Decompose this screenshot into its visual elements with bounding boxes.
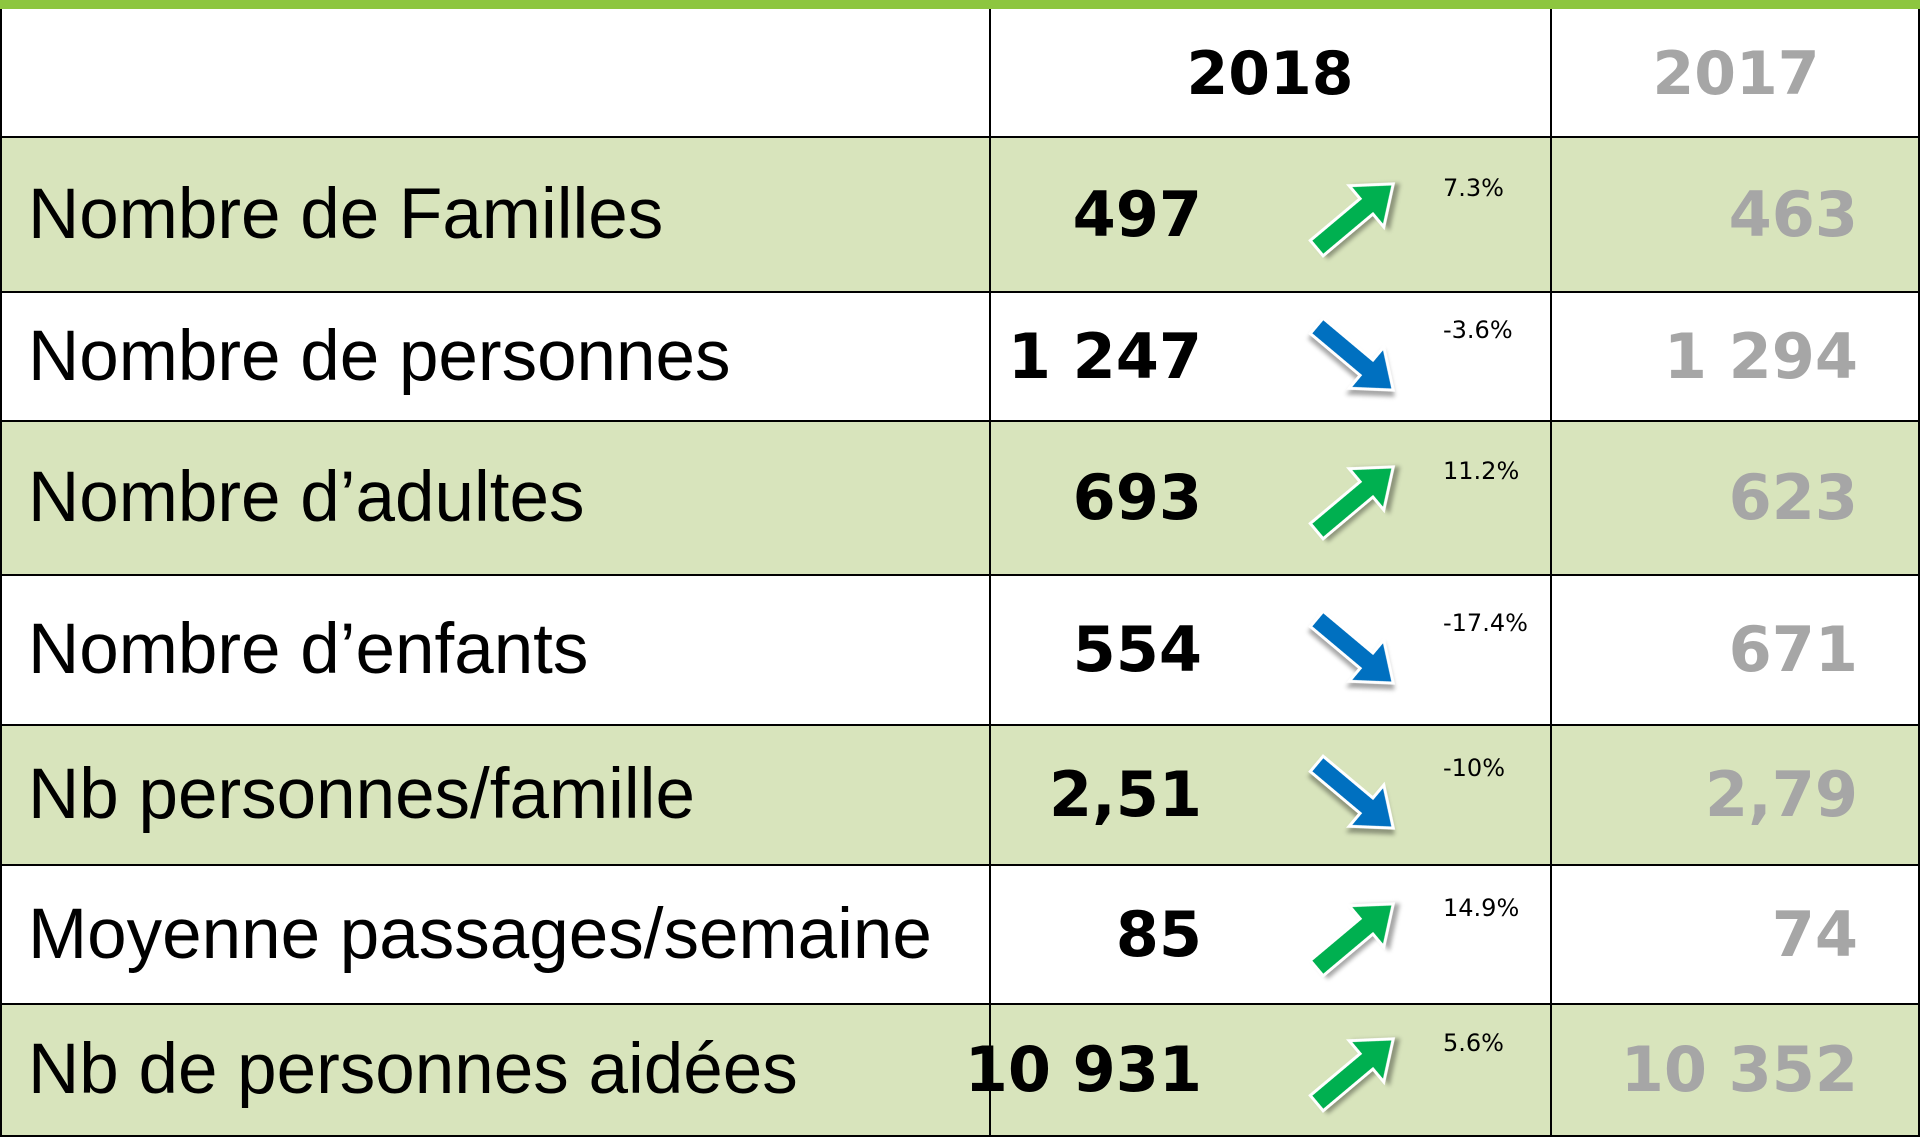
change: 5.6% — [1443, 1029, 1504, 1057]
column-border — [1918, 9, 1920, 1137]
arrow-icon — [1308, 901, 1396, 978]
change: 11.2% — [1443, 457, 1520, 485]
value-current: 693 — [1072, 461, 1202, 534]
value-current: 2,51 — [1049, 758, 1202, 831]
row-label: Nombre d’enfants — [28, 610, 589, 689]
arrow-polygon — [1308, 1037, 1396, 1113]
arrow-icon — [1308, 609, 1396, 685]
arrow-up — [1300, 444, 1410, 554]
value-previous: 623 — [1728, 461, 1858, 534]
arrow-polygon — [1308, 901, 1396, 978]
arrow-up — [1300, 881, 1410, 991]
arrow-down — [1300, 303, 1410, 413]
top-bar — [0, 0, 1920, 9]
change: 14.9% — [1443, 893, 1520, 922]
value-current: 1 247 — [1007, 319, 1202, 393]
arrow-icon — [1308, 465, 1396, 541]
column-border — [0, 9, 2, 1137]
value-previous: 671 — [1728, 613, 1858, 686]
change: 7.3% — [1443, 173, 1504, 202]
arrow-icon — [1308, 754, 1396, 830]
row-label: Nombre de Familles — [28, 174, 664, 254]
arrow-icon — [1308, 181, 1396, 258]
value-current: 85 — [1115, 897, 1202, 971]
arrow-shape — [1308, 609, 1396, 685]
row-label: Nombre d’adultes — [28, 458, 585, 537]
table-row — [0, 422, 1920, 576]
arrow-polygon — [1308, 315, 1396, 392]
arrow-icon — [1308, 315, 1396, 392]
header-current: 2018 — [1186, 39, 1354, 109]
value-current: 497 — [1072, 177, 1202, 251]
arrow-down — [1300, 741, 1410, 851]
row-label: Nombre de personnes — [28, 316, 731, 396]
value-previous: 10 352 — [1620, 1033, 1858, 1106]
value-previous: 1 294 — [1663, 319, 1858, 393]
value-current: 554 — [1072, 613, 1202, 686]
table-row — [0, 138, 1920, 293]
value-previous: 74 — [1771, 897, 1858, 971]
row-label: Nb personnes/famille — [28, 755, 695, 834]
arrow-shape — [1308, 901, 1396, 978]
change: -17.4% — [1443, 609, 1528, 637]
arrow-up — [1300, 161, 1410, 271]
value-previous: 463 — [1728, 177, 1858, 251]
arrow-icon — [1308, 1037, 1396, 1113]
arrow-up — [1300, 1016, 1410, 1126]
arrow-shape — [1308, 465, 1396, 541]
row-label: Moyenne passages/semaine — [28, 894, 932, 974]
value-previous: 2,79 — [1705, 758, 1858, 831]
arrow-shape — [1308, 1037, 1396, 1113]
table-row — [0, 293, 1920, 422]
arrow-down — [1300, 596, 1410, 706]
header-previous: 2017 — [1652, 39, 1820, 109]
table-row — [0, 1005, 1920, 1137]
table-row — [0, 726, 1920, 866]
arrow-shape — [1308, 315, 1396, 392]
arrow-polygon — [1308, 609, 1396, 685]
arrow-polygon — [1308, 465, 1396, 541]
arrow-shape — [1308, 754, 1396, 830]
arrow-shape — [1308, 181, 1396, 258]
arrow-polygon — [1308, 754, 1396, 830]
arrow-polygon — [1308, 181, 1396, 258]
header-row — [0, 9, 1920, 138]
row-label: Nb de personnes aidées — [28, 1030, 798, 1109]
column-border — [989, 9, 991, 1137]
column-border — [1550, 9, 1552, 1137]
value-current: 10 931 — [964, 1033, 1202, 1106]
change: -10% — [1443, 754, 1506, 782]
table-row — [0, 866, 1920, 1005]
change: -3.6% — [1443, 315, 1513, 344]
table-row — [0, 576, 1920, 726]
